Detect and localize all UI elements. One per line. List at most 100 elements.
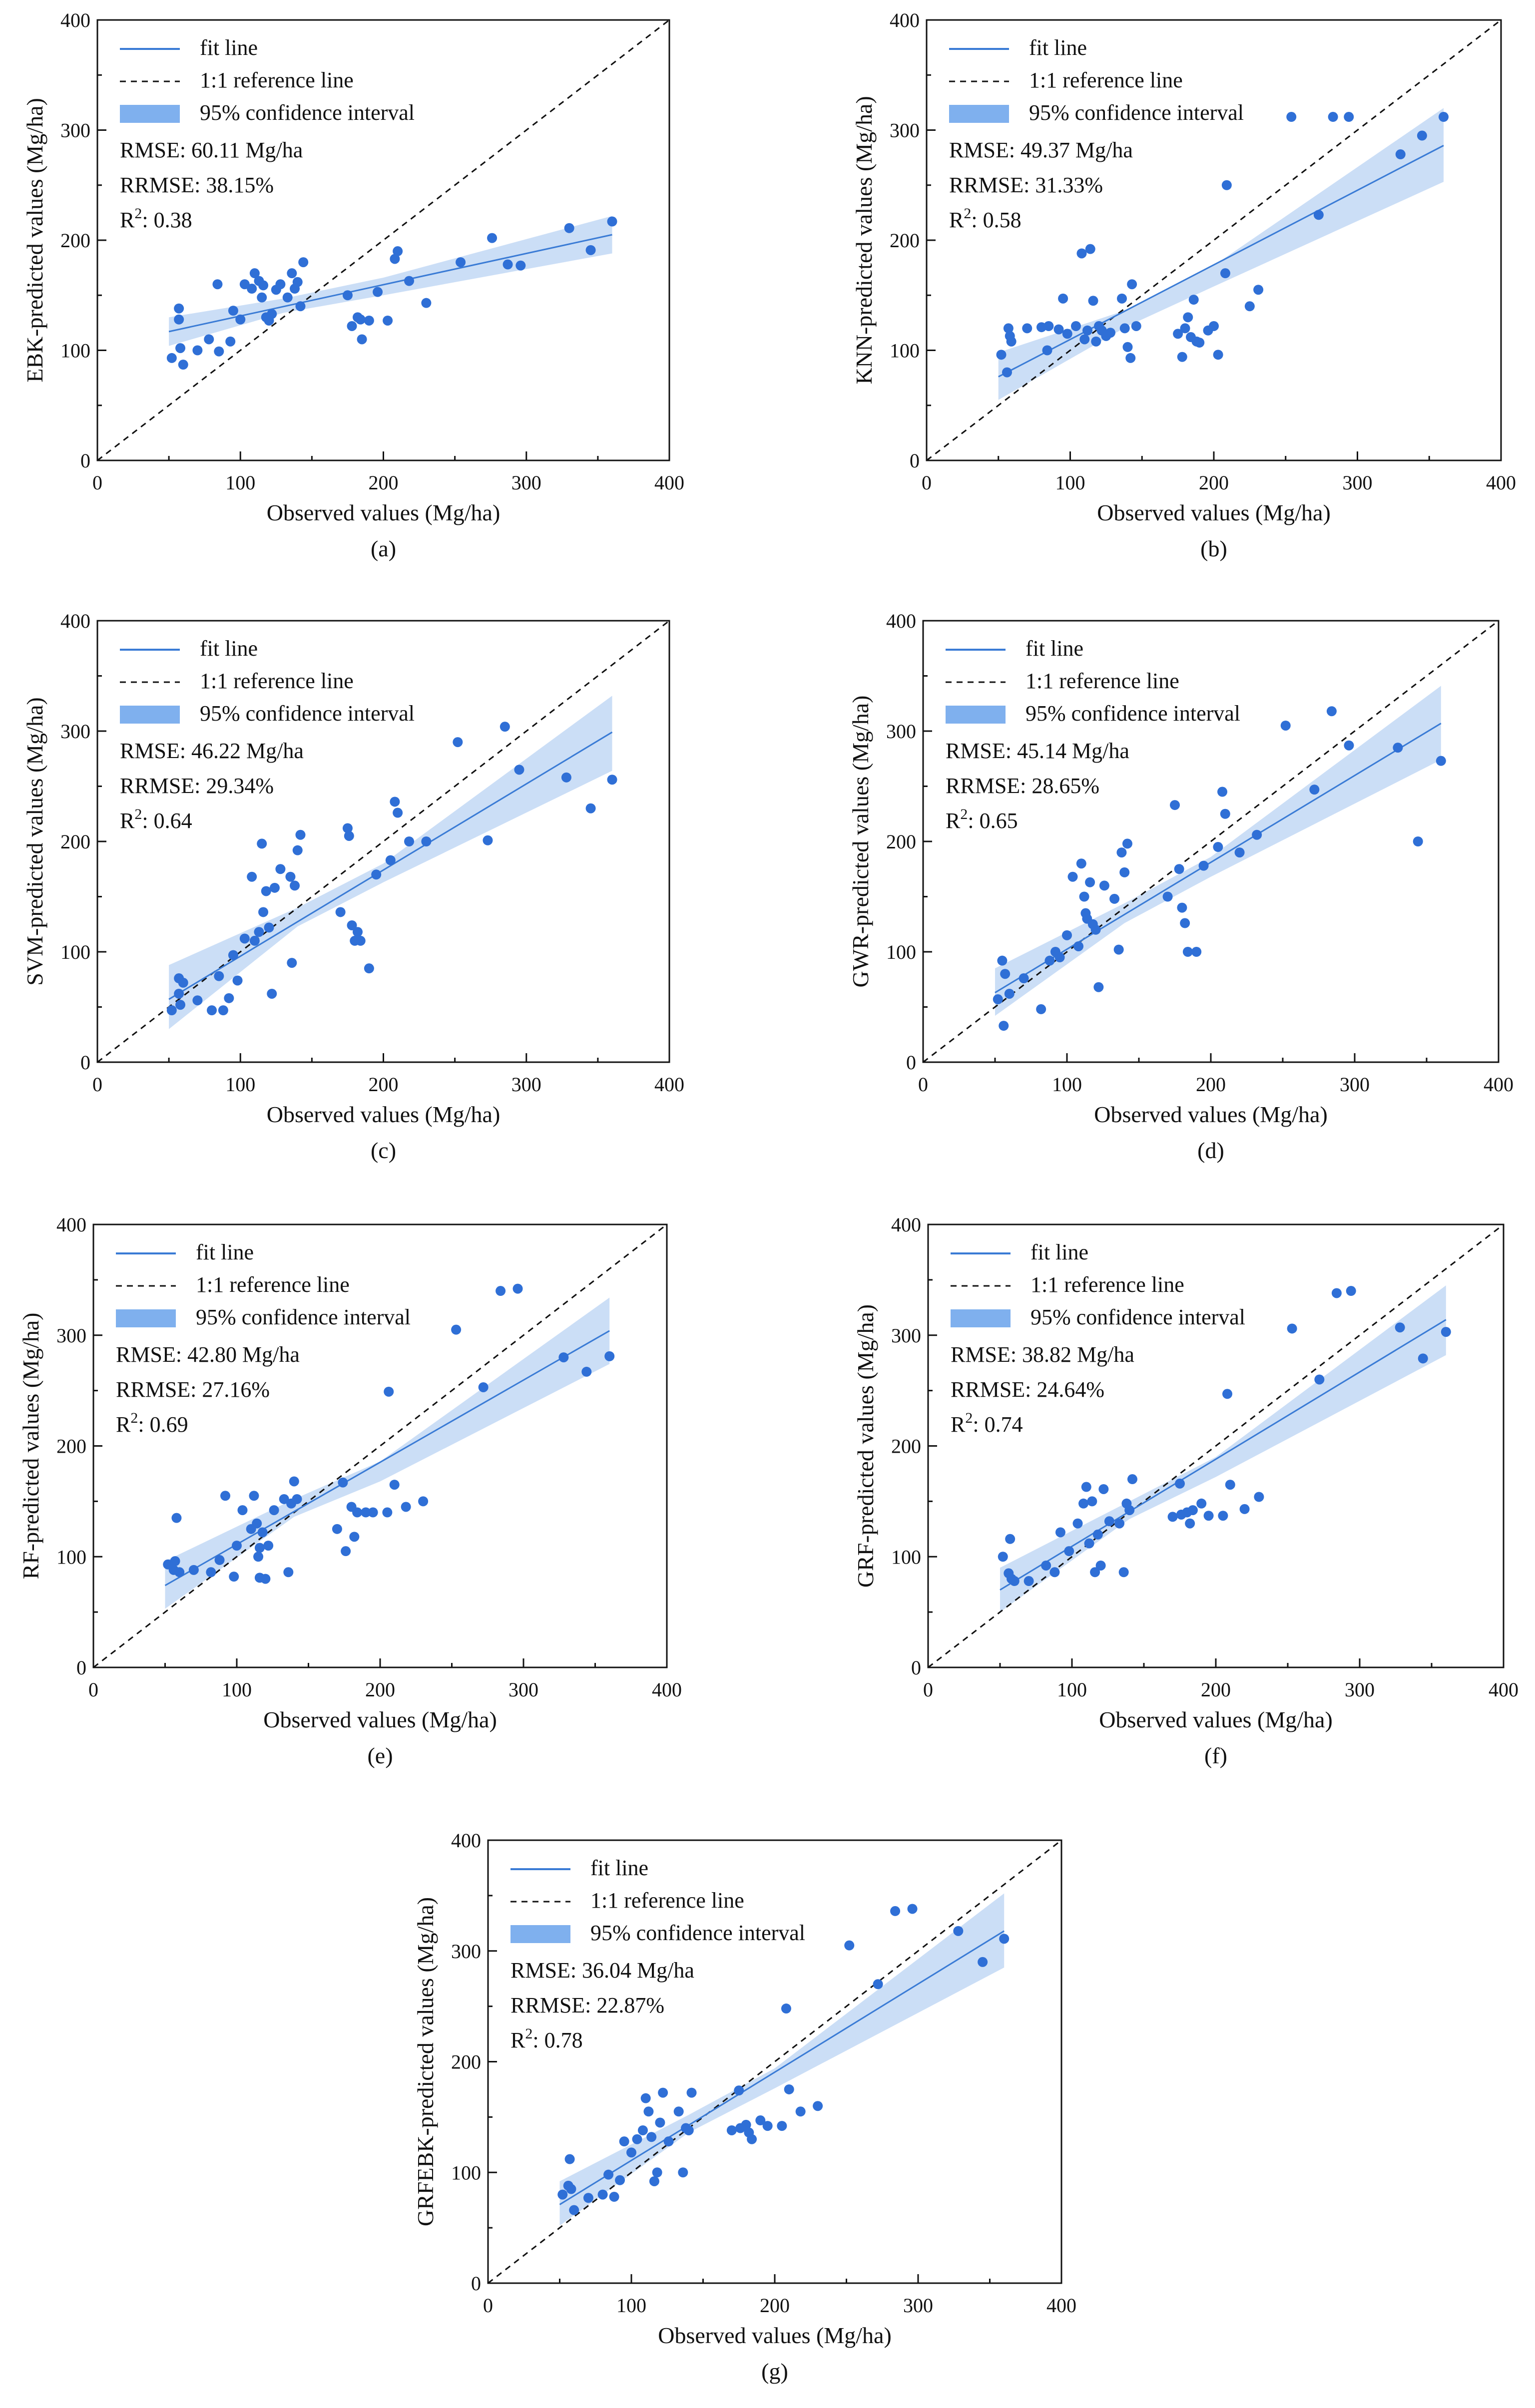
- data-point: [1041, 1560, 1051, 1571]
- data-point: [1105, 328, 1115, 338]
- x-tick-label: 100: [1057, 1678, 1087, 1701]
- data-point: [512, 1283, 523, 1294]
- data-point: [741, 2119, 751, 2130]
- stat-r2-value: : 0.65: [968, 808, 1018, 833]
- data-point: [1218, 1511, 1228, 1521]
- data-point: [1234, 847, 1245, 858]
- x-tick-label: 0: [483, 2294, 493, 2317]
- legend-fit-label: fit line: [1025, 636, 1083, 661]
- x-axis-label: Observed values (Mg/ha): [658, 2323, 892, 2348]
- data-point: [174, 988, 184, 999]
- data-point: [1221, 180, 1232, 190]
- y-tick-label: 400: [451, 1829, 481, 1852]
- x-tick-label: 200: [1199, 471, 1229, 494]
- x-tick-label: 300: [509, 1678, 538, 1701]
- data-point: [1244, 301, 1255, 312]
- data-point: [338, 1477, 348, 1488]
- reference-line: [926, 19, 1502, 461]
- legend-ref-label: 1:1 reference line: [1029, 68, 1183, 92]
- stat-r2: R2: 0.64: [120, 806, 192, 833]
- data-point: [1170, 800, 1180, 810]
- data-point: [478, 1382, 489, 1392]
- data-point: [844, 1940, 855, 1951]
- data-point: [1022, 323, 1032, 334]
- y-tick-label: 300: [56, 1324, 86, 1347]
- data-point: [1092, 1529, 1103, 1540]
- data-point: [289, 1476, 299, 1487]
- data-point: [747, 2134, 757, 2144]
- data-point: [1085, 244, 1095, 254]
- data-point: [999, 1021, 1009, 1031]
- data-point: [1003, 323, 1014, 334]
- y-tick-label: 200: [886, 830, 916, 853]
- data-point: [626, 2147, 636, 2158]
- data-point: [220, 1491, 231, 1501]
- data-point: [649, 2176, 659, 2186]
- data-point: [257, 292, 267, 303]
- data-point: [607, 775, 617, 785]
- y-axis-label: GRFEBK-predicted values (Mg/ha): [413, 1897, 438, 2226]
- y-tick-label: 300: [60, 119, 90, 142]
- legend-ref-label: 1:1 reference line: [200, 669, 354, 693]
- stat-r2-prefix: R: [946, 808, 961, 833]
- legend-ci-label: 95% confidence interval: [590, 1921, 805, 1945]
- data-point: [781, 2004, 791, 2014]
- data-point: [1055, 1527, 1065, 1538]
- y-tick-label: 300: [886, 720, 916, 743]
- data-point: [777, 2121, 787, 2131]
- y-tick-label: 400: [886, 610, 916, 632]
- data-point: [1131, 321, 1141, 331]
- data-point: [1104, 1516, 1114, 1527]
- data-point: [1006, 336, 1017, 347]
- stat-r2: R2: 0.58: [949, 205, 1022, 232]
- chart-panel-b: 0 100 200 300 400 0 100 200 300 400 Observed value…: [851, 9, 1516, 561]
- data-point: [254, 927, 264, 937]
- x-tick-label: 300: [512, 471, 541, 494]
- data-point: [1417, 130, 1427, 141]
- data-point: [1054, 952, 1065, 963]
- data-point: [1203, 1511, 1214, 1521]
- panel-label: (c): [371, 1138, 396, 1163]
- data-point: [1079, 891, 1089, 902]
- panel-label: (f): [1204, 1743, 1227, 1768]
- x-tick-label: 100: [1055, 471, 1085, 494]
- data-point: [249, 935, 260, 946]
- data-point: [355, 314, 366, 325]
- data-point: [726, 2125, 737, 2135]
- x-tick-label: 0: [918, 1073, 928, 1096]
- data-point: [421, 836, 432, 846]
- data-point: [214, 346, 224, 357]
- data-point: [1175, 1478, 1185, 1489]
- y-axis-label: EBK-predicted values (Mg/ha): [22, 98, 47, 383]
- data-point: [873, 1979, 883, 1990]
- x-tick-label: 0: [92, 471, 102, 494]
- stat-r2-superscript: 2: [960, 806, 968, 822]
- data-point: [503, 259, 513, 270]
- fit-line: [164, 1330, 610, 1587]
- legend-fit-label: fit line: [590, 1856, 648, 1880]
- y-tick-label: 300: [890, 119, 920, 142]
- panel-label: (g): [761, 2359, 788, 2384]
- stat-r2-prefix: R: [120, 808, 135, 833]
- data-point: [1125, 353, 1136, 363]
- x-tick-label: 200: [1201, 1678, 1231, 1701]
- stat-rrmse: RRMSE: 29.34%: [120, 774, 274, 798]
- data-point: [1095, 1560, 1106, 1571]
- x-tick-label: 200: [369, 1073, 399, 1096]
- x-tick-label: 100: [225, 1073, 255, 1096]
- data-point: [558, 1352, 569, 1363]
- data-point: [264, 922, 274, 933]
- data-point: [349, 1532, 360, 1542]
- data-point: [390, 797, 400, 807]
- data-point: [174, 303, 184, 314]
- data-point: [332, 1524, 342, 1534]
- data-point: [953, 1926, 964, 1936]
- data-point: [663, 2136, 674, 2147]
- data-point: [1087, 1496, 1097, 1507]
- data-point: [188, 1565, 199, 1575]
- panel-label: (d): [1197, 1138, 1224, 1163]
- data-point: [1183, 312, 1193, 323]
- data-point: [1280, 720, 1291, 731]
- data-point: [1109, 893, 1120, 904]
- data-point: [597, 2189, 608, 2200]
